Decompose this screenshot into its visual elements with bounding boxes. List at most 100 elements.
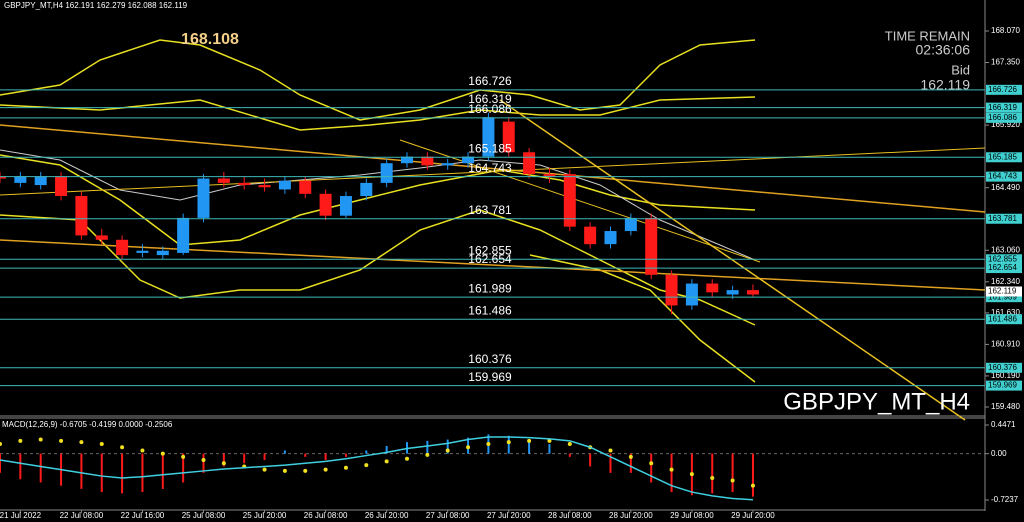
- time-label: 26 Jul 20:00: [365, 511, 409, 520]
- price-tick-label: 165.920: [991, 120, 1020, 129]
- macd-signal-dot: [303, 468, 308, 473]
- level-label: 162.654: [468, 252, 512, 266]
- level-axis-box: [986, 362, 1022, 373]
- candle-body: [258, 185, 271, 188]
- level-label: 166.319: [468, 92, 512, 106]
- candle-body: [706, 283, 719, 293]
- level-axis-label: 164.743: [988, 172, 1017, 181]
- time-remain-value: 02:36:06: [916, 42, 971, 58]
- bid-value: 162.119: [920, 77, 970, 93]
- candle-body: [217, 178, 230, 183]
- candle-body: [563, 174, 576, 227]
- level-axis-box: [986, 314, 1022, 325]
- candle-body: [502, 121, 515, 153]
- macd-signal-dot: [425, 452, 430, 457]
- candle-body: [136, 250, 149, 253]
- macd-signal-dot: [608, 448, 613, 453]
- time-remain-label: TIME REMAIN: [885, 28, 970, 43]
- macd-main-line: [0, 436, 753, 501]
- candle-body: [34, 176, 47, 186]
- price-tick-label: 162.340: [991, 277, 1020, 286]
- macd-signal-dot: [282, 468, 287, 473]
- macd-signal-dot: [120, 445, 125, 450]
- candle-body: [339, 196, 352, 216]
- high-marker: 168.108: [181, 31, 239, 48]
- macd-signal-dot: [59, 438, 64, 443]
- bid-axis-box: [986, 286, 1022, 297]
- macd-signal-dot: [547, 438, 552, 443]
- macd-signal-dot: [730, 478, 735, 483]
- macd-signal-dot: [445, 448, 450, 453]
- level-axis-box: [986, 380, 1022, 391]
- candle-body: [0, 176, 6, 179]
- candle-body: [685, 283, 698, 306]
- macd-signal-dot: [567, 442, 572, 447]
- indicator-lines: [0, 39, 986, 421]
- level-label: 160.376: [468, 352, 512, 366]
- candle-body: [278, 180, 291, 190]
- level-axis-label: 159.969: [988, 381, 1017, 390]
- time-label: 22 Jul 16:00: [121, 511, 165, 520]
- level-label: 162.855: [468, 243, 512, 257]
- candle-body: [380, 163, 393, 183]
- macd-signal-dot: [710, 475, 715, 480]
- level-axis-box: [986, 254, 1022, 265]
- price-tick-label: 163.060: [991, 245, 1020, 254]
- time-label: 29 Jul 20:00: [731, 511, 775, 520]
- macd-signal-dot: [405, 456, 409, 461]
- watermark: GBPJPY_MT_H4: [783, 388, 970, 415]
- macd-signal-dot: [323, 467, 328, 472]
- candle-body: [645, 217, 658, 275]
- level-label: 161.989: [468, 281, 512, 295]
- time-label: 22 Jul 08:00: [60, 511, 104, 520]
- macd-tick-label: 0.00: [991, 449, 1007, 458]
- candle-body: [197, 178, 210, 218]
- level-axis-label: 165.185: [988, 152, 1017, 161]
- level-label: 166.086: [468, 102, 512, 116]
- candle-body: [299, 180, 312, 194]
- level-label: 164.743: [468, 161, 512, 175]
- candle-body: [55, 176, 68, 197]
- level-axis-box: [986, 102, 1022, 113]
- candle-body: [462, 156, 475, 164]
- level-axis-label: 160.376: [988, 363, 1017, 372]
- level-axis-box: [986, 263, 1022, 274]
- level-axis-label: 166.319: [988, 103, 1017, 112]
- macd-signal-dot: [262, 467, 267, 472]
- macd-signal-dot: [628, 454, 633, 459]
- macd-tick-label: -0.7237: [991, 495, 1019, 504]
- candle-body: [543, 174, 556, 177]
- level-axis-box: [986, 213, 1022, 224]
- macd-signal-dot: [750, 483, 755, 488]
- macd-signal-dot: [99, 442, 104, 447]
- macd-signal-dot: [689, 472, 694, 477]
- level-axis-box: [986, 84, 1022, 95]
- candle-body: [156, 250, 169, 256]
- candle-body: [584, 226, 597, 245]
- candle-body: [726, 290, 739, 295]
- candle-body: [665, 274, 678, 306]
- level-axis-label: 166.086: [988, 113, 1017, 122]
- macd-signal-dot: [649, 461, 654, 466]
- candle-body: [238, 182, 251, 186]
- candle-body: [177, 217, 190, 253]
- macd-signal-dot: [527, 438, 532, 443]
- candle-body: [624, 217, 637, 232]
- level-label: 161.486: [468, 303, 512, 317]
- level-axis-box: [986, 152, 1022, 163]
- price-tick-label: 164.490: [991, 183, 1020, 192]
- level-axis-box: [986, 292, 1022, 303]
- price-tick-label: 160.190: [991, 371, 1020, 380]
- candle-body: [319, 193, 332, 216]
- level-axis-label: 162.855: [988, 254, 1017, 263]
- level-axis-box: [986, 112, 1022, 123]
- macd-signal-dot: [0, 442, 2, 447]
- price-tick-label: 167.350: [991, 58, 1020, 67]
- level-axis-label: 161.486: [988, 314, 1017, 323]
- candle-body: [75, 196, 88, 236]
- level-axis-label: 162.654: [988, 263, 1017, 272]
- time-label: 27 Jul 08:00: [426, 511, 470, 520]
- level-label: 165.185: [468, 141, 512, 155]
- price-tick-label: 159.480: [991, 402, 1020, 411]
